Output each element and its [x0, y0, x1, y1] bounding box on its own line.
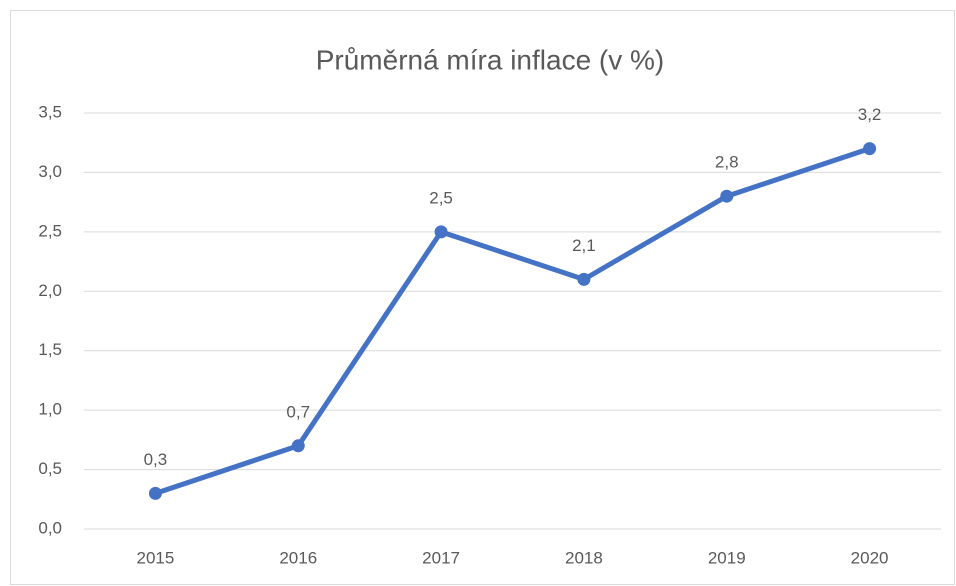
x-tick-label: 2016: [279, 548, 317, 567]
x-tick-label: 2018: [565, 548, 603, 567]
chart-title: Průměrná míra inflace (v %): [316, 44, 665, 75]
data-label: 0,3: [144, 450, 168, 469]
y-tick-label: 1,0: [38, 400, 62, 419]
marker: [577, 272, 591, 286]
x-tick-label: 2017: [422, 548, 460, 567]
y-tick-label: 0,0: [38, 518, 62, 537]
x-tick-label: 2015: [137, 548, 175, 567]
marker: [720, 189, 734, 203]
y-tick-label: 2,0: [38, 281, 62, 300]
y-tick-label: 3,0: [38, 162, 62, 181]
marker: [863, 142, 877, 156]
data-label: 2,8: [715, 153, 739, 172]
y-tick-label: 0,5: [38, 459, 62, 478]
y-tick-label: 2,5: [38, 221, 62, 240]
line: [152, 146, 873, 496]
y-tick-label: 1,5: [38, 340, 62, 359]
y-tick-label: 3,5: [38, 102, 62, 121]
data-label: 0,7: [286, 402, 310, 421]
data-label: 2,1: [572, 236, 596, 255]
data-label: 3,2: [858, 105, 882, 124]
marker: [148, 486, 162, 500]
marker: [434, 225, 448, 239]
data-label: 2,5: [429, 188, 453, 207]
marker: [291, 439, 305, 453]
x-tick-label: 2020: [851, 548, 889, 567]
x-tick-label: 2019: [708, 548, 746, 567]
